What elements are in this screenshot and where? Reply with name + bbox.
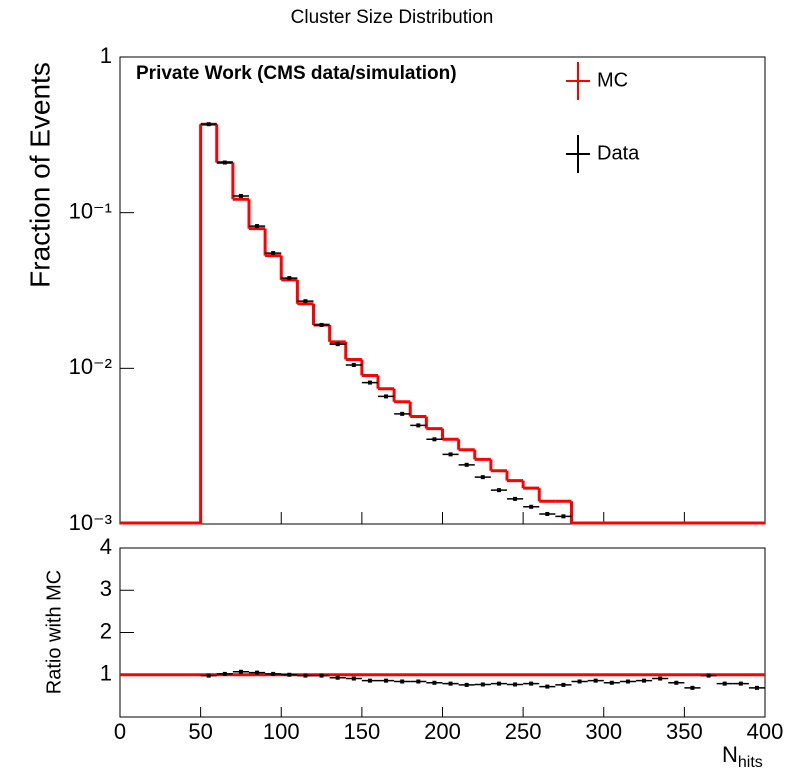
y-tick-label: 1 xyxy=(100,661,112,686)
x-axis-label: Nhits xyxy=(722,742,763,771)
data-point xyxy=(400,411,405,416)
data-point xyxy=(496,488,501,493)
data-point xyxy=(561,514,566,519)
y-tick-label: 4 xyxy=(100,534,112,559)
ratio-point xyxy=(577,679,582,684)
ratio-point xyxy=(674,680,679,685)
x-label-main: N xyxy=(722,742,738,767)
ratio-point xyxy=(303,673,308,678)
ratio-point xyxy=(609,680,614,685)
x-tick-label: 350 xyxy=(666,719,703,744)
ratio-point xyxy=(416,679,421,684)
ratio-point xyxy=(384,678,389,683)
ratio-point xyxy=(593,678,598,683)
data-point xyxy=(480,475,485,480)
ratio-point xyxy=(706,673,711,678)
y-tick-label: 2 xyxy=(100,618,112,643)
data-point xyxy=(303,299,308,304)
y-tick-label: 3 xyxy=(100,576,112,601)
y-tick-label: 10⁻³ xyxy=(69,510,112,535)
data-point xyxy=(287,276,292,281)
ratio-axis-label: Ratio with MC xyxy=(43,570,65,694)
x-tick-label: 100 xyxy=(263,719,300,744)
data-point xyxy=(238,193,243,198)
data-point xyxy=(367,380,372,385)
ratio-point xyxy=(480,682,485,687)
ratio-point xyxy=(448,681,453,686)
data-point xyxy=(351,363,356,368)
data-point xyxy=(464,462,469,467)
y-axis-label: Fraction of Events xyxy=(24,62,55,288)
ratio-point xyxy=(561,682,566,687)
ratio-point xyxy=(529,681,534,686)
y-tick-label: 1 xyxy=(100,43,112,68)
ratio-point xyxy=(545,684,550,689)
annotation: Private Work (CMS data/simulation) xyxy=(136,63,457,84)
ratio-point xyxy=(722,681,727,686)
x-tick-label: 300 xyxy=(585,719,622,744)
ratio-point xyxy=(738,681,743,686)
ratio-point xyxy=(625,679,630,684)
legend-label: MC xyxy=(597,69,628,91)
ratio-point xyxy=(335,675,340,680)
x-tick-label: 200 xyxy=(424,719,461,744)
ratio-point xyxy=(206,673,211,678)
data-point xyxy=(432,437,437,442)
data-point xyxy=(416,423,421,428)
ratio-point xyxy=(255,670,260,675)
x-tick-label: 50 xyxy=(188,719,212,744)
ratio-point xyxy=(400,679,405,684)
data-point xyxy=(206,122,211,127)
data-point xyxy=(255,224,260,229)
ratio-point xyxy=(319,673,324,678)
ratio-point xyxy=(642,678,647,683)
data-point xyxy=(448,452,453,457)
ratio-point xyxy=(367,678,372,683)
y-tick-label: 10⁻¹ xyxy=(69,198,112,223)
data-point xyxy=(319,322,324,327)
ratio-point xyxy=(690,685,695,690)
y-tick-label: 10⁻² xyxy=(69,354,112,379)
x-tick-label: 400 xyxy=(747,719,784,744)
legend-label: Data xyxy=(597,142,640,164)
ratio-point xyxy=(287,672,292,677)
data-point xyxy=(384,394,389,399)
ratio-point xyxy=(513,682,518,687)
ratio-point xyxy=(238,669,243,674)
ratio-point xyxy=(658,676,663,681)
chart-title: Cluster Size Distribution xyxy=(291,7,494,28)
data-point xyxy=(513,496,518,501)
ratio-point xyxy=(271,671,276,676)
data-point xyxy=(545,511,550,516)
x-tick-label: 0 xyxy=(114,719,126,744)
ratio-point xyxy=(351,676,356,681)
data-point xyxy=(335,342,340,347)
ratio-point xyxy=(432,680,437,685)
ratio-point xyxy=(754,685,759,690)
data-point xyxy=(271,251,276,256)
x-tick-label: 250 xyxy=(505,719,542,744)
x-label-subscript: hits xyxy=(738,754,763,771)
data-point xyxy=(529,504,534,509)
ratio-point xyxy=(496,681,501,686)
ratio-point xyxy=(464,682,469,687)
data-point xyxy=(222,160,227,165)
ratio-point xyxy=(222,671,227,676)
x-tick-label: 150 xyxy=(344,719,381,744)
